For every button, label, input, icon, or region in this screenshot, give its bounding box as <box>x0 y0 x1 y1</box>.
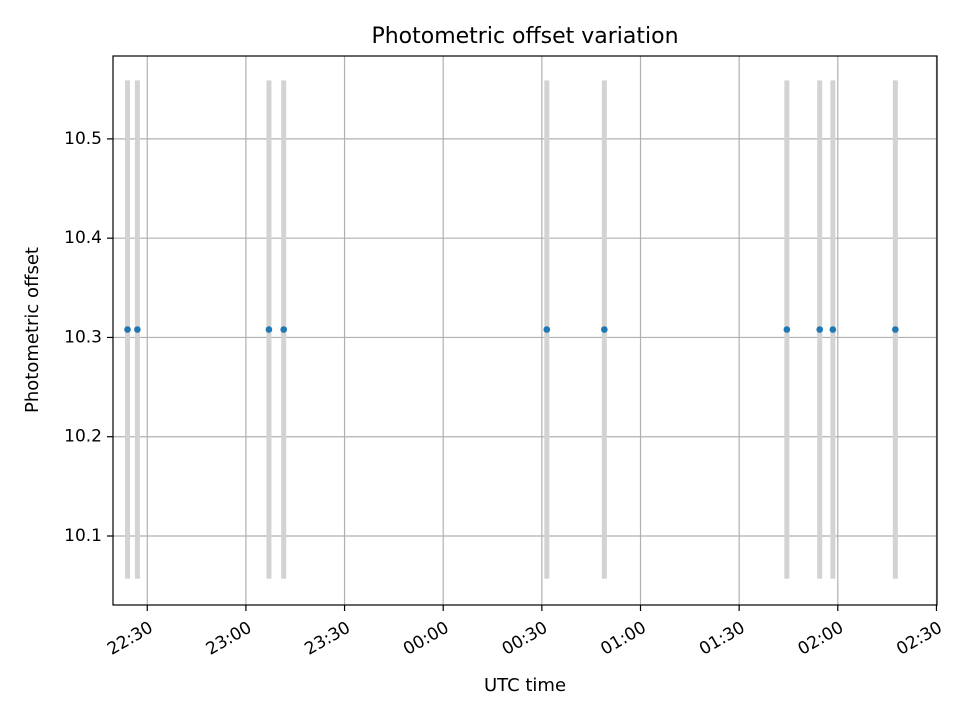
x-tick-label: 00:30 <box>499 618 551 660</box>
y-axis-ticks: 10.1 10.2 10.3 10.4 10.5 <box>64 129 113 546</box>
chart-title: Photometric offset variation <box>371 24 678 49</box>
data-point <box>829 326 837 333</box>
x-tick-label: 01:00 <box>597 618 649 660</box>
data-points <box>124 326 899 333</box>
data-point <box>783 326 791 333</box>
plot-frame <box>112 55 938 606</box>
y-tick-label: 10.4 <box>64 228 102 248</box>
x-tick-label: 01:30 <box>696 618 748 660</box>
x-tick-label: 02:00 <box>795 618 847 660</box>
y-tick-label: 10.2 <box>64 427 102 447</box>
data-point <box>892 326 899 333</box>
data-point <box>265 326 273 333</box>
data-point <box>124 326 131 333</box>
data-point <box>816 326 824 333</box>
x-tick-label: 02:30 <box>893 618 945 660</box>
y-tick-label: 10.3 <box>64 327 102 347</box>
x-axis-label: UTC time <box>484 675 566 696</box>
error-bars <box>125 80 898 579</box>
data-point <box>134 326 141 333</box>
y-axis-label: Photometric offset <box>22 247 43 413</box>
grid-lines <box>113 56 938 605</box>
x-tick-label: 00:00 <box>400 618 452 660</box>
data-point <box>543 326 551 333</box>
x-tick-label: 23:00 <box>203 618 255 660</box>
x-axis-ticks: 22:30 23:00 23:30 00:00 00:30 01:00 01:30 02:00… <box>104 605 946 660</box>
y-tick-label: 10.1 <box>64 526 102 546</box>
data-point <box>601 326 608 333</box>
y-tick-label: 10.5 <box>64 129 102 149</box>
data-point <box>280 326 288 333</box>
x-tick-label: 22:30 <box>104 618 156 660</box>
x-tick-label: 23:30 <box>301 618 353 660</box>
